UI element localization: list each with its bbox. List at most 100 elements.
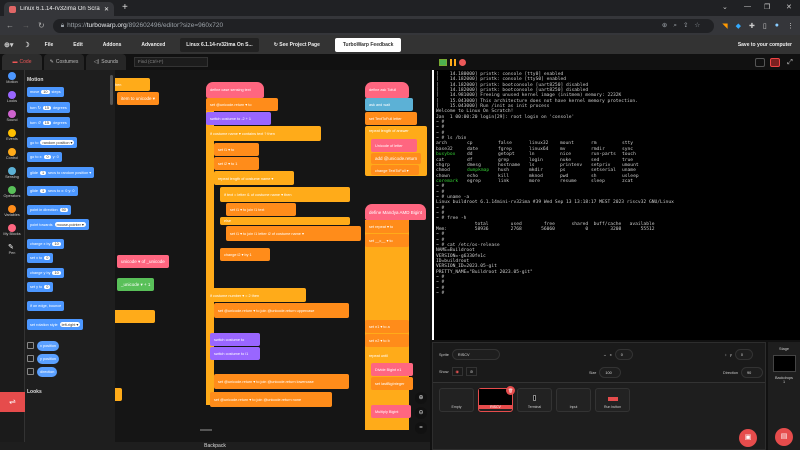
block[interactable]: unicode ▾ of _unicode xyxy=(117,255,169,268)
zoom-reset-button[interactable]: = xyxy=(415,422,427,434)
palette-block[interactable]: turn ↺ 15 degrees xyxy=(27,117,70,128)
block[interactable]: set repeat ▾ to xyxy=(365,220,409,233)
palette-block[interactable]: set y to 0 xyxy=(27,282,54,292)
menu-edit[interactable]: Edit xyxy=(73,41,83,48)
block-input[interactable]: random position ▾ xyxy=(40,139,75,145)
block-input[interactable]: left-right ▾ xyxy=(59,322,81,327)
palette-block[interactable]: point in direction 90 xyxy=(27,204,71,215)
palette-block[interactable]: set rotation style left-right ▾ xyxy=(27,319,84,330)
side-panel-icon[interactable]: ▯ xyxy=(762,22,767,30)
palette-block[interactable]: set x to 0 xyxy=(27,253,54,263)
category-events[interactable]: Events xyxy=(0,129,24,146)
block[interactable]: change i2 ▾ by 1 xyxy=(220,248,270,261)
pause-icon[interactable] xyxy=(450,58,456,66)
block[interactable]: set lastBigInteger xyxy=(371,377,413,390)
sprite-tile[interactable]: Empty xyxy=(439,388,474,412)
block[interactable]: set i2 ▾ to 1 xyxy=(214,157,259,170)
checkbox[interactable] xyxy=(27,342,34,349)
save-to-computer-button[interactable]: Save to your computer xyxy=(737,41,792,48)
block-input[interactable]: 10 xyxy=(52,270,61,275)
forward-icon[interactable]: → xyxy=(22,21,30,30)
stage-terminal-output[interactable]: [ 14.180000] printk: console [tty0] enab… xyxy=(432,70,800,340)
project-title-input[interactable]: Linux 6.1.14-rv32ima On S... xyxy=(180,37,259,52)
if-block[interactable]: if costume name ▾ contains text ? then xyxy=(206,126,321,141)
block[interactable]: set i1 ▾ to join i1 letter i2 of costume… xyxy=(226,226,361,241)
backdrop-thumbnail[interactable] xyxy=(772,355,796,372)
block[interactable]: set i1 ▾ to xyxy=(214,143,259,156)
block[interactable]: set i1 ▾ to join i1 text xyxy=(226,203,296,216)
script-area[interactable]: then item to unicode ▾ unicode ▾ of _uni… xyxy=(115,70,430,442)
define-block[interactable]: define Mandya AMD Bigint xyxy=(365,204,427,220)
minimize-icon[interactable]: — xyxy=(744,3,751,10)
block-input[interactable]: 0 xyxy=(44,256,51,260)
sprite-tile[interactable]: Input xyxy=(556,388,591,412)
sprite-name-input[interactable]: RISCV xyxy=(451,349,500,360)
block[interactable]: set @unicode.return ▾ to xyxy=(206,98,278,111)
palette-block[interactable]: change y by 10 xyxy=(27,267,64,278)
script-area-scrollbar[interactable] xyxy=(200,429,212,431)
large-stage-button[interactable] xyxy=(770,57,780,67)
if-block[interactable]: if text = letter i1 of costume name ▾ th… xyxy=(220,187,350,202)
reload-icon[interactable]: ↻ xyxy=(38,21,45,30)
palette-block[interactable]: turn ↻ 15 degrees xyxy=(27,101,70,113)
block-input[interactable]: mouse-pointer ▾ xyxy=(54,222,86,227)
block-input[interactable]: 10 xyxy=(41,90,50,94)
palette-block[interactable]: move 10 steps xyxy=(27,87,64,97)
category-looks[interactable]: Looks xyxy=(0,91,24,108)
category-sensing[interactable]: Sensing xyxy=(0,167,24,184)
close-tab-icon[interactable]: ✕ xyxy=(103,6,109,13)
language-globe-icon[interactable]: ⊕▾ xyxy=(4,41,14,49)
block[interactable]: set n2 ▾ to b xyxy=(365,334,409,347)
reporter-block[interactable]: direction xyxy=(37,366,58,377)
feedback-button[interactable]: TurboWarp Feedback xyxy=(334,37,402,52)
block[interactable]: Divide Bigint n1 xyxy=(371,363,413,376)
x-input[interactable]: 0 xyxy=(614,349,633,360)
palette-block[interactable]: go to x: 0 y: 0 xyxy=(27,152,62,162)
tab-search-icon[interactable]: ⌄ xyxy=(722,4,728,11)
block[interactable]: set @unicode.return ▾ to join @unicode.r… xyxy=(214,374,349,389)
add-backdrop-button[interactable]: ▤ xyxy=(775,428,793,446)
extensions-puzzle-icon[interactable]: ✚ xyxy=(749,22,755,30)
block[interactable]: set __c__ ▾ to xyxy=(365,234,409,247)
block[interactable]: then xyxy=(115,78,150,91)
zoom-in-button[interactable]: ⊕ xyxy=(415,392,427,404)
block-input[interactable]: 15 xyxy=(42,105,52,110)
block[interactable]: switch costume to xyxy=(210,333,260,346)
url-field[interactable]: 🔒︎ https://turbowarp.org/892602496/editor… xyxy=(52,18,715,33)
block-input[interactable]: 10 xyxy=(52,241,61,246)
sprite-tile[interactable]: Terminal xyxy=(517,388,552,412)
back-icon[interactable]: ← xyxy=(6,21,14,30)
block[interactable]: _unicode ▾ + 1 xyxy=(117,278,155,291)
block-input[interactable]: 1 xyxy=(40,170,47,175)
block-input[interactable]: 0 xyxy=(44,155,51,159)
menu-file[interactable]: File xyxy=(44,41,54,48)
category-sound[interactable]: Sound xyxy=(0,110,24,127)
sprite-tile[interactable]: Run button xyxy=(595,388,630,412)
add-sprite-button[interactable]: ▣ xyxy=(739,429,757,447)
define-block[interactable]: define case sensing text xyxy=(206,82,264,98)
repeat-until-block[interactable]: repeat until xyxy=(365,349,409,362)
menu-advanced[interactable]: Advanced xyxy=(141,41,166,48)
category-motion[interactable]: Motion xyxy=(0,72,24,89)
stop-icon[interactable] xyxy=(459,58,466,66)
fullscreen-icon[interactable]: ⤢ xyxy=(787,58,793,66)
new-tab-button[interactable]: + xyxy=(122,2,128,13)
block[interactable]: switch costume to -2 + 1 xyxy=(206,112,271,125)
category-control[interactable]: Control xyxy=(0,148,24,165)
block[interactable]: change TextToFull ▾ xyxy=(371,165,419,175)
category-operators[interactable]: Operators xyxy=(0,186,24,203)
palette-block[interactable]: if on edge, bounce xyxy=(27,300,65,311)
block-input[interactable]: 1 xyxy=(40,189,47,193)
repeat-block[interactable]: repeat length of costume name ▾ xyxy=(214,171,294,185)
profile-avatar[interactable]: ● xyxy=(774,22,779,29)
browser-tab[interactable]: Linux 6.1.14-rv32ima On Scratch ✕ xyxy=(4,2,114,16)
add-extension-button[interactable]: ⇌ xyxy=(0,392,25,412)
see-project-page-button[interactable]: ↻ See Project Page xyxy=(273,41,320,48)
block[interactable]: ask and wait xyxy=(365,98,413,111)
block[interactable]: set TextToFull letter xyxy=(365,112,417,125)
palette-block[interactable]: go to random position ▾ xyxy=(27,136,78,148)
browser-menu-icon[interactable]: ⋮ xyxy=(787,22,794,30)
extension-gem-icon[interactable]: ◆ xyxy=(735,22,742,30)
block[interactable]: set n1 ▾ to a xyxy=(365,320,409,333)
sprite-tile[interactable]: 🗑︎ RISCV xyxy=(478,386,515,412)
